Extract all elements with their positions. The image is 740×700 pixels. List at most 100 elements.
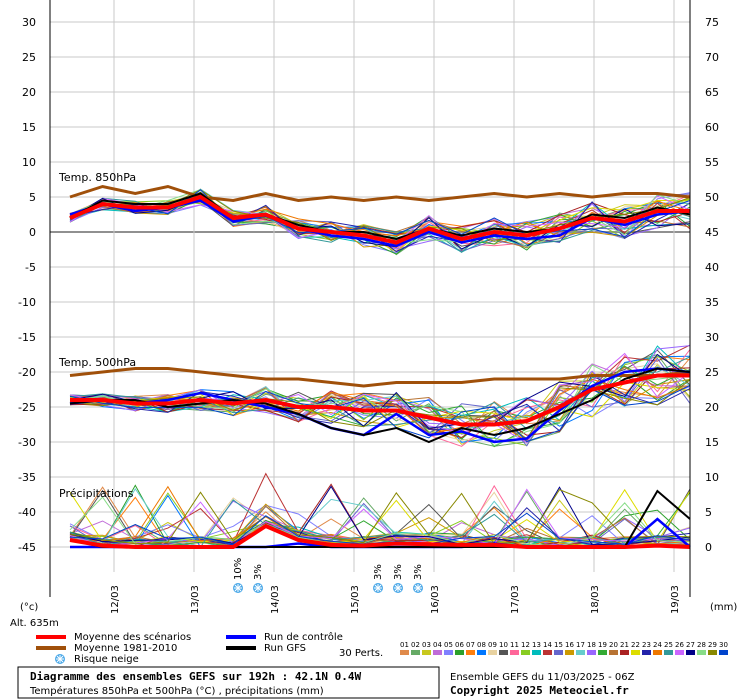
pert-number: 08 xyxy=(477,641,486,649)
chart-title: Diagramme des ensembles GEFS sur 192h : … xyxy=(30,670,362,683)
snowflake-icon xyxy=(55,654,65,664)
section-label-500: Temp. 500hPa xyxy=(58,356,136,369)
left-tick-label: -40 xyxy=(18,506,36,519)
pert-swatch xyxy=(532,650,541,655)
pert-swatch xyxy=(466,650,475,655)
pert-swatch xyxy=(499,650,508,655)
left-tick-label: -10 xyxy=(18,296,36,309)
left-tick-label: -25 xyxy=(18,401,36,414)
pert-number: 22 xyxy=(631,641,640,649)
pert-number: 15 xyxy=(554,641,563,649)
pert-number: 04 xyxy=(433,641,442,649)
left-tick-label: -15 xyxy=(18,331,36,344)
snowflake-icon: 3% xyxy=(393,564,404,593)
pert-swatch xyxy=(708,650,717,655)
snowflake-cross xyxy=(234,584,242,592)
snowflake-icon: 10% xyxy=(233,558,244,593)
pert-number: 18 xyxy=(587,641,596,649)
snowflake-cross xyxy=(414,584,422,592)
left-tick-label: 25 xyxy=(22,51,36,64)
section-label-precip: Précipitations xyxy=(59,487,134,500)
snowflake-icon: 3% xyxy=(253,564,264,593)
pert-number: 26 xyxy=(675,641,684,649)
snowflake-icon: 3% xyxy=(373,564,384,593)
altitude-label: Alt. 635m xyxy=(10,618,59,629)
main-series xyxy=(69,184,691,549)
snowflake-cross xyxy=(254,584,262,592)
right-tick-label: 45 xyxy=(705,226,719,239)
x-tick-label: 18/03 xyxy=(590,585,601,614)
perturbation-line xyxy=(69,196,691,250)
series-line-500 xyxy=(69,367,691,444)
pert-number: 28 xyxy=(697,641,706,649)
series-line-500 xyxy=(70,373,690,427)
pert-swatch xyxy=(686,650,695,655)
right-tick-label: 55 xyxy=(705,156,719,169)
perturbation-line xyxy=(69,384,691,443)
left-tick-label: -20 xyxy=(18,366,36,379)
pert-number: 03 xyxy=(422,641,431,649)
pert-swatch xyxy=(664,650,673,655)
pert-number: 29 xyxy=(708,641,717,649)
right-unit: (mm) xyxy=(710,602,737,613)
pert-swatch xyxy=(455,650,464,655)
pert-swatch xyxy=(565,650,574,655)
snow-risk-label: 3% xyxy=(393,564,404,580)
pert-number: 01 xyxy=(400,641,409,649)
pert-number: 11 xyxy=(510,641,519,649)
snow-risk-label: 3% xyxy=(413,564,424,580)
pert-swatch xyxy=(510,650,519,655)
perturbation-line xyxy=(69,496,691,547)
perturbation-line xyxy=(69,192,691,254)
pert-number: 05 xyxy=(444,641,453,649)
x-tick-label: 17/03 xyxy=(510,585,521,614)
left-tick-label: 10 xyxy=(22,156,36,169)
pert-number: 10 xyxy=(499,641,508,649)
copyright: Copyright 2025 Meteociel.fr xyxy=(450,684,629,697)
pert-swatch xyxy=(488,650,497,655)
perturbation-line xyxy=(69,356,691,432)
pert-swatch xyxy=(400,650,409,655)
pert-number: 14 xyxy=(543,641,552,649)
legend-label-gfs: Run GFS xyxy=(264,643,306,654)
x-tick-label: 12/03 xyxy=(110,585,121,614)
pert-number: 19 xyxy=(598,641,607,649)
pert-swatch xyxy=(411,650,420,655)
perturbation-line xyxy=(69,189,691,238)
section-label-850: Temp. 850hPa xyxy=(58,171,136,184)
pert-swatch xyxy=(675,650,684,655)
pert-number: 09 xyxy=(488,641,497,649)
series-line-500 xyxy=(69,367,691,444)
chart-subtitle: Températures 850hPa et 500hPa (°C) , pré… xyxy=(29,685,324,697)
pert-number: 17 xyxy=(576,641,585,649)
left-tick-label: 30 xyxy=(22,16,36,29)
pert-swatch xyxy=(477,650,486,655)
pert-number: 27 xyxy=(686,641,695,649)
pert-swatch xyxy=(719,650,728,655)
left-tick-label: 0 xyxy=(29,226,36,239)
pert-swatch xyxy=(598,650,607,655)
x-tick-label: 19/03 xyxy=(670,585,681,614)
right-tick-label: 30 xyxy=(705,331,719,344)
pert-number: 06 xyxy=(455,641,464,649)
legend-label-perts: 30 Perts. xyxy=(339,648,383,659)
legend-label-snow: Risque neige xyxy=(74,654,139,665)
perturbation-line xyxy=(69,488,691,545)
left-unit: (°c) xyxy=(20,602,38,613)
series-line-850 xyxy=(69,192,691,241)
perturbation-legend: 01 02 03 04 05 06 07 08 09 10 11 12 13 14 15 16 17 18 19 20… xyxy=(400,641,728,655)
pert-swatch xyxy=(444,650,453,655)
pert-swatch xyxy=(609,650,618,655)
right-tick-label: 15 xyxy=(705,436,719,449)
series-line-precip xyxy=(69,523,691,549)
pert-swatch xyxy=(587,650,596,655)
right-tick-label: 50 xyxy=(705,191,719,204)
right-tick-label: 20 xyxy=(705,401,719,414)
pert-number: 13 xyxy=(532,641,541,649)
series-line-850 xyxy=(69,194,690,245)
pert-number: 30 xyxy=(719,641,728,649)
right-tick-label: 70 xyxy=(705,51,719,64)
snow-risk-label: 3% xyxy=(253,564,264,580)
right-tick-label: 10 xyxy=(705,471,719,484)
